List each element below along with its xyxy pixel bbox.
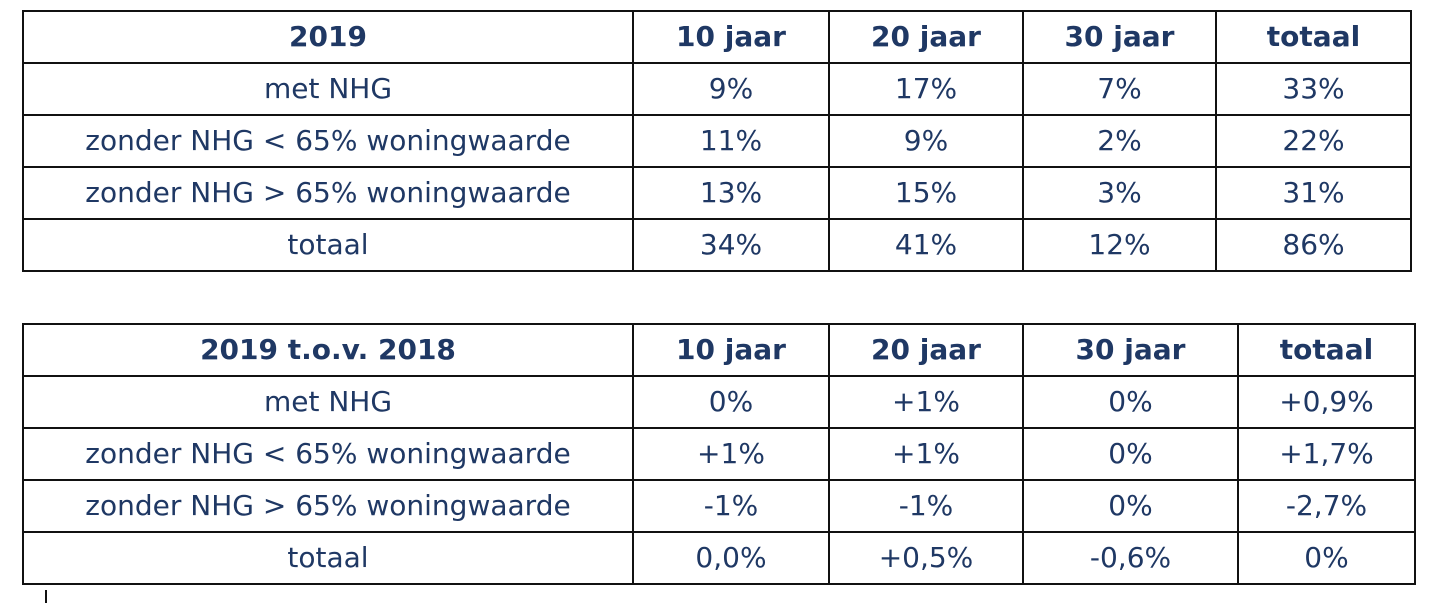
cell: 3% (1022, 166, 1217, 220)
header-cell: 2019 (22, 10, 634, 64)
cell: 0,0% (632, 531, 830, 585)
cell: 0% (1022, 479, 1239, 533)
row-label: zonder NHG < 65% woningwaarde (22, 427, 634, 481)
header-row: 2019 t.o.v. 2018 10 jaar 20 jaar 30 jaar tot… (22, 323, 1416, 377)
cell: 13% (632, 166, 830, 220)
header-cell: 10 jaar (632, 323, 830, 377)
cell: 7% (1022, 62, 1217, 116)
cell: 0% (1237, 531, 1416, 585)
header-cell: 30 jaar (1022, 323, 1239, 377)
table-row: totaal 0,0% +0,5% -0,6% 0% (22, 531, 1416, 585)
cell: 12% (1022, 218, 1217, 272)
header-cell: totaal (1237, 323, 1416, 377)
table-row: zonder NHG > 65% woningwaarde -1% -1% 0% -2,… (22, 479, 1416, 533)
header-row: 2019 10 jaar 20 jaar 30 jaar totaal (22, 10, 1412, 64)
cell: 31% (1215, 166, 1412, 220)
row-label: zonder NHG < 65% woningwaarde (22, 114, 634, 168)
cell: +1,7% (1237, 427, 1416, 481)
cell: 22% (1215, 114, 1412, 168)
cell: 11% (632, 114, 830, 168)
cell: 17% (828, 62, 1024, 116)
table-row: zonder NHG > 65% woningwaarde 13% 15% 3% 31% (22, 166, 1412, 220)
cell: +1% (632, 427, 830, 481)
text-cursor (45, 590, 47, 603)
header-cell: 20 jaar (828, 10, 1024, 64)
cell: -1% (632, 479, 830, 533)
cell: +0,9% (1237, 375, 1416, 429)
cell: -0,6% (1022, 531, 1239, 585)
header-cell: totaal (1215, 10, 1412, 64)
row-label: met NHG (22, 375, 634, 429)
cell: 0% (1022, 375, 1239, 429)
header-cell: 2019 t.o.v. 2018 (22, 323, 634, 377)
table: 2019 t.o.v. 2018 10 jaar 20 jaar 30 jaar tot… (22, 323, 1416, 585)
cell: 34% (632, 218, 830, 272)
cell: -2,7% (1237, 479, 1416, 533)
cell: 9% (632, 62, 830, 116)
cell: 2% (1022, 114, 1217, 168)
table: 2019 10 jaar 20 jaar 30 jaar totaal met NHG 9%… (22, 10, 1412, 272)
row-label: met NHG (22, 62, 634, 116)
cell: 15% (828, 166, 1024, 220)
cell: -1% (828, 479, 1024, 533)
cell: 0% (632, 375, 830, 429)
header-cell: 20 jaar (828, 323, 1024, 377)
cell: +1% (828, 427, 1024, 481)
table-row: zonder NHG < 65% woningwaarde +1% +1% 0% +1,… (22, 427, 1416, 481)
table-row: met NHG 0% +1% 0% +0,9% (22, 375, 1416, 429)
table-row: met NHG 9% 17% 7% 33% (22, 62, 1412, 116)
cell: 41% (828, 218, 1024, 272)
cell: 86% (1215, 218, 1412, 272)
row-label: zonder NHG > 65% woningwaarde (22, 166, 634, 220)
table-row: zonder NHG < 65% woningwaarde 11% 9% 2% 22% (22, 114, 1412, 168)
row-label: totaal (22, 218, 634, 272)
cell: +1% (828, 375, 1024, 429)
cell: +0,5% (828, 531, 1024, 585)
row-label: zonder NHG > 65% woningwaarde (22, 479, 634, 533)
header-cell: 30 jaar (1022, 10, 1217, 64)
cell: 0% (1022, 427, 1239, 481)
header-cell: 10 jaar (632, 10, 830, 64)
row-label: totaal (22, 531, 634, 585)
cell: 33% (1215, 62, 1412, 116)
table-row: totaal 34% 41% 12% 86% (22, 218, 1412, 272)
cell: 9% (828, 114, 1024, 168)
